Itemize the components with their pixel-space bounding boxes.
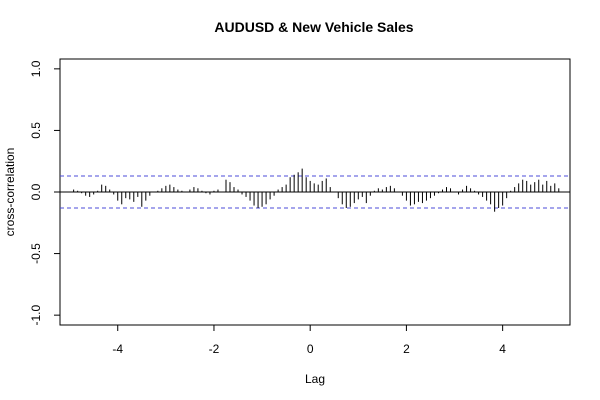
y-axis-label: cross-correlation (3, 148, 17, 237)
x-axis: -4 -2 0 2 4 (112, 325, 506, 356)
chart-title: AUDUSD & New Vehicle Sales (214, 19, 413, 35)
x-tick-label: -2 (209, 342, 220, 356)
x-tick-label: 2 (403, 342, 410, 356)
x-tick-label: 0 (307, 342, 314, 356)
x-tick-label: 4 (499, 342, 506, 356)
x-axis-label: Lag (305, 372, 325, 386)
x-tick-label: -4 (112, 342, 123, 356)
y-tick-label: 1.0 (29, 60, 43, 77)
y-tick-label: -0.5 (29, 243, 43, 264)
y-tick-label: 0.0 (29, 183, 43, 200)
y-tick-label: 0.5 (29, 122, 43, 139)
y-tick-label: -1.0 (29, 304, 43, 325)
y-axis: -1.0 -0.5 0.0 0.5 1.0 (29, 60, 60, 325)
correlation-bars (73, 168, 560, 212)
